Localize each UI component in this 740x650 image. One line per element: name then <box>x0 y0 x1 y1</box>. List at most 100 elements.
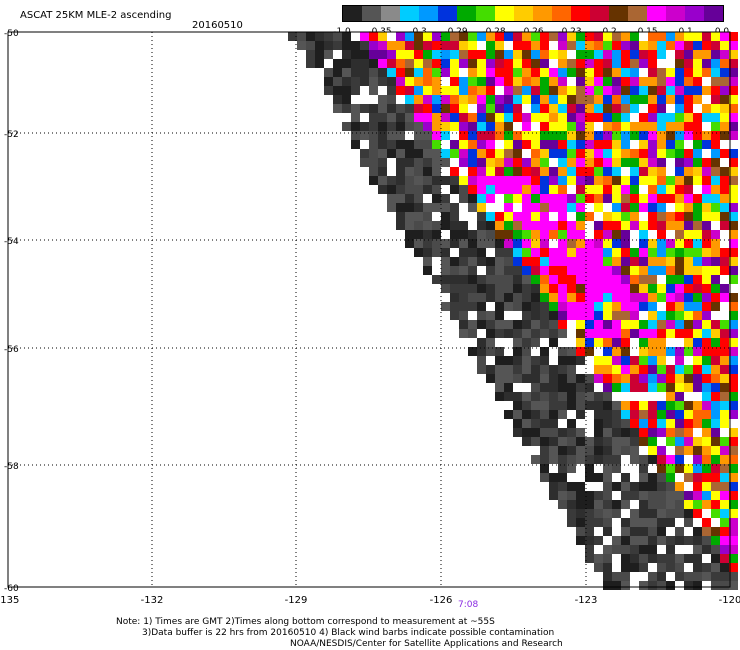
swath-pixel <box>531 104 540 113</box>
swath-pixel <box>702 446 711 455</box>
swath-pixel <box>648 545 657 554</box>
swath-pixel <box>612 374 621 383</box>
swath-pixel <box>423 41 432 50</box>
lat-tick-label: -52 <box>4 130 19 140</box>
swath-pixel <box>585 473 594 482</box>
swath-pixel <box>531 41 540 50</box>
swath-pixel <box>684 41 693 50</box>
swath-pixel <box>630 356 639 365</box>
color-swatch <box>628 6 647 21</box>
swath-pixel <box>513 176 522 185</box>
swath-pixel <box>405 122 414 131</box>
swath-pixel <box>585 131 594 140</box>
swath-pixel <box>666 518 675 527</box>
swath-pixel <box>540 158 549 167</box>
swath-pixel <box>648 365 657 374</box>
swath-pixel <box>621 338 630 347</box>
swath-pixel <box>567 446 576 455</box>
swath-pixel <box>585 329 594 338</box>
swath-pixel <box>621 374 630 383</box>
swath-pixel <box>513 383 522 392</box>
swath-pixel <box>594 437 603 446</box>
swath-pixel <box>711 581 720 590</box>
swath-pixel <box>576 455 585 464</box>
swath-pixel <box>729 50 738 59</box>
swath-pixel <box>630 59 639 68</box>
swath-pixel <box>648 302 657 311</box>
swath-pixel <box>423 95 432 104</box>
swath-pixel <box>423 176 432 185</box>
swath-pixel <box>648 518 657 527</box>
swath-pixel <box>567 428 576 437</box>
swath-pixel <box>639 554 648 563</box>
swath-pixel <box>495 284 504 293</box>
swath-pixel <box>540 410 549 419</box>
swath-pixel <box>486 86 495 95</box>
swath-pixel <box>342 113 351 122</box>
swath-pixel <box>396 50 405 59</box>
swath-pixel <box>702 257 711 266</box>
swath-pixel <box>720 527 729 536</box>
swath-pixel <box>675 77 684 86</box>
swath-pixel <box>684 302 693 311</box>
swath-pixel <box>297 32 306 41</box>
swath-pixel <box>477 185 486 194</box>
swath-pixel <box>630 95 639 104</box>
swath-pixel <box>621 86 630 95</box>
swath-pixel <box>657 104 666 113</box>
swath-pixel <box>684 113 693 122</box>
swath-pixel <box>387 50 396 59</box>
swath-pixel <box>684 518 693 527</box>
swath-pixel <box>729 284 738 293</box>
swath-pixel <box>558 158 567 167</box>
swath-pixel <box>621 347 630 356</box>
swath-pixel <box>513 158 522 167</box>
swath-pixel <box>558 365 567 374</box>
swath-pixel <box>486 95 495 104</box>
swath-pixel <box>513 428 522 437</box>
swath-pixel <box>621 329 630 338</box>
swath-pixel <box>585 383 594 392</box>
swath-pixel <box>675 374 684 383</box>
swath-pixel <box>702 545 711 554</box>
swath-pixel <box>567 113 576 122</box>
swath-pixel <box>702 95 711 104</box>
swath-pixel <box>504 50 513 59</box>
swath-pixel <box>729 356 738 365</box>
swath-pixel <box>594 113 603 122</box>
swath-pixel <box>639 185 648 194</box>
swath-pixel <box>585 221 594 230</box>
swath-pixel <box>666 140 675 149</box>
swath-pixel <box>603 572 612 581</box>
swath-pixel <box>621 140 630 149</box>
swath-pixel <box>486 230 495 239</box>
swath-pixel <box>522 419 531 428</box>
swath-pixel <box>531 347 540 356</box>
swath-pixel <box>693 473 702 482</box>
swath-pixel <box>396 95 405 104</box>
swath-pixel <box>684 176 693 185</box>
swath-pixel <box>630 203 639 212</box>
swath-pixel <box>549 266 558 275</box>
swath-pixel <box>603 176 612 185</box>
swath-pixel <box>702 356 711 365</box>
swath-pixel <box>531 410 540 419</box>
swath-pixel <box>477 221 486 230</box>
swath-pixel <box>630 32 639 41</box>
swath-pixel <box>702 527 711 536</box>
swath-pixel <box>675 563 684 572</box>
swath-pixel <box>621 410 630 419</box>
swath-pixel <box>630 482 639 491</box>
swath-pixel <box>666 86 675 95</box>
swath-pixel <box>486 320 495 329</box>
swath-pixel <box>639 275 648 284</box>
swath-pixel <box>603 347 612 356</box>
swath-pixel <box>639 239 648 248</box>
swath-pixel <box>549 473 558 482</box>
swath-pixel <box>468 338 477 347</box>
swath-pixel <box>531 140 540 149</box>
swath-pixel <box>612 509 621 518</box>
swath-pixel <box>729 563 738 572</box>
swath-pixel <box>351 32 360 41</box>
swath-pixel <box>504 401 513 410</box>
